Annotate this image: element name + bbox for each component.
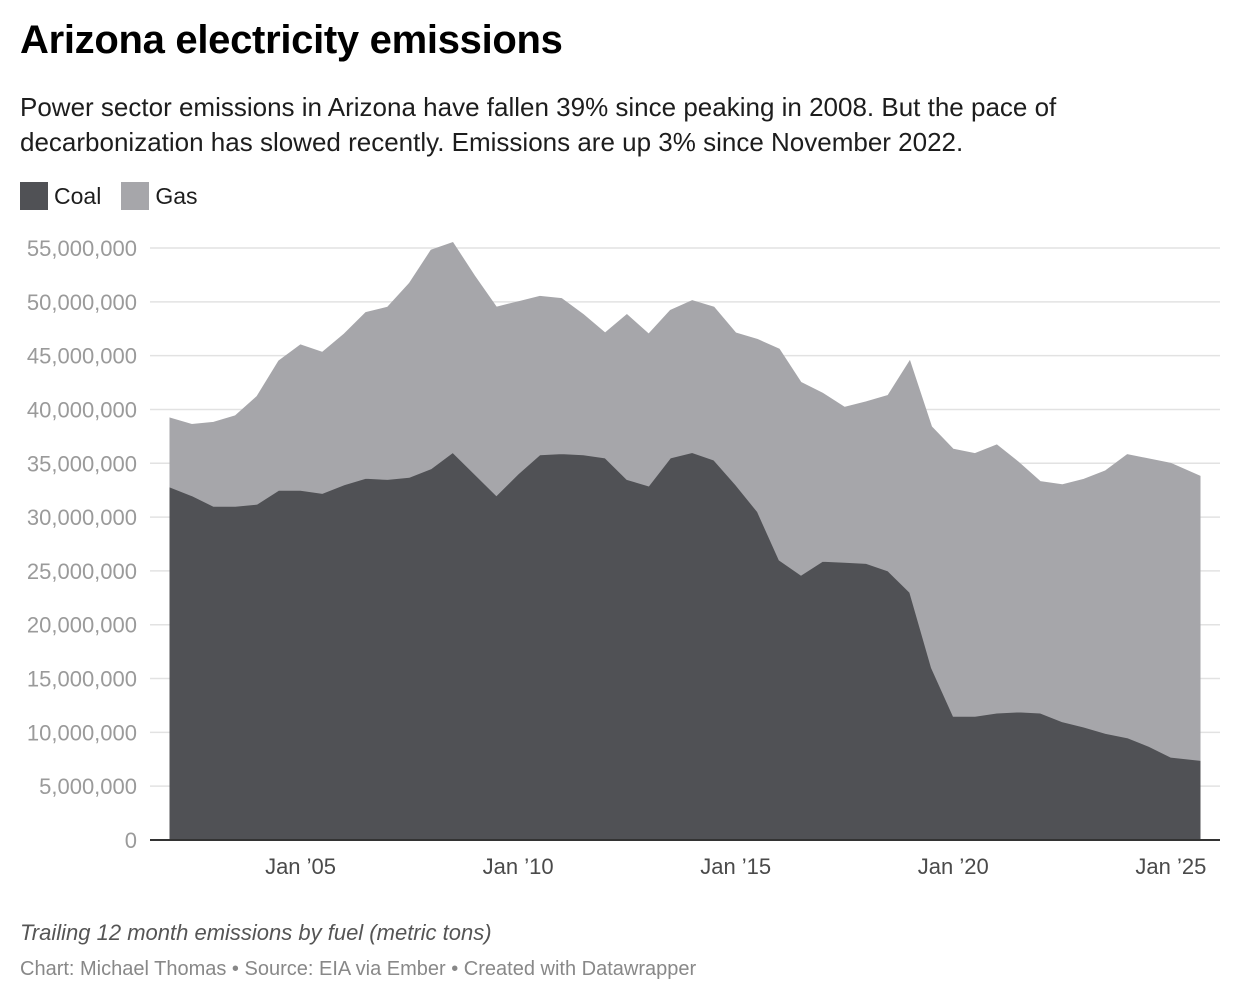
y-tick-label: 40,000,000	[27, 397, 137, 422]
y-tick-label: 20,000,000	[27, 613, 137, 638]
y-tick-label: 10,000,000	[27, 720, 137, 745]
y-tick-label: 0	[125, 828, 137, 853]
x-axis-ticks: Jan ’05 Jan ’10 Jan ’15 Jan ’20 Jan ’25	[265, 854, 1206, 879]
legend-label-coal: Coal	[54, 182, 102, 209]
chart-title: Arizona electricity emissions	[20, 18, 563, 62]
footnote: Trailing 12 month emissions by fuel (met…	[20, 920, 492, 945]
legend-item-coal: Coal	[20, 182, 101, 210]
legend-swatch-coal	[20, 182, 48, 210]
y-tick-label: 5,000,000	[39, 774, 137, 799]
area-series	[169, 241, 1201, 841]
y-tick-label: 15,000,000	[27, 667, 137, 692]
credits: Chart: Michael Thomas • Source: EIA via …	[20, 958, 697, 980]
y-tick-label: 35,000,000	[27, 451, 137, 476]
y-tick-label: 25,000,000	[27, 559, 137, 584]
y-tick-label: 45,000,000	[27, 344, 137, 369]
y-tick-label: 30,000,000	[27, 505, 137, 530]
legend-item-gas: Gas	[121, 182, 198, 210]
chart-subtitle: Power sector emissions in Arizona have f…	[20, 92, 1057, 157]
x-tick-label: Jan ’20	[918, 854, 989, 879]
y-axis-ticks: 0 5,000,000 10,000,000 15,000,000 20,000,000…	[27, 236, 137, 853]
x-tick-label: Jan ’15	[700, 854, 771, 879]
legend: Coal Gas	[20, 182, 218, 210]
y-tick-label: 55,000,000	[27, 236, 137, 261]
legend-label-gas: Gas	[155, 182, 198, 209]
y-tick-label: 50,000,000	[27, 290, 137, 315]
x-tick-label: Jan ’10	[483, 854, 554, 879]
x-tick-label: Jan ’05	[265, 854, 336, 879]
area-gas	[169, 241, 1201, 761]
x-tick-label: Jan ’25	[1135, 854, 1206, 879]
legend-swatch-gas	[121, 182, 150, 210]
